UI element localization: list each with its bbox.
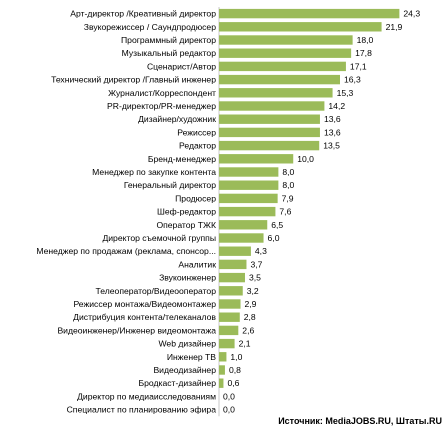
value-label: 21,9: [386, 22, 403, 32]
category-label: Дизайнер/художник: [138, 114, 216, 124]
bar: [219, 259, 247, 270]
category-label: Видеодизайнер: [153, 365, 216, 375]
value-label: 16,3: [344, 75, 361, 85]
bar: [219, 154, 294, 164]
value-label: 8,0: [282, 180, 294, 190]
value-label: 6,0: [268, 233, 280, 243]
category-label: Редактор: [179, 141, 216, 151]
bar: [219, 22, 382, 32]
category-label: Инженер ТВ: [167, 352, 216, 362]
value-label: 8,0: [282, 167, 294, 177]
value-label: 7,6: [279, 207, 291, 217]
bar: [219, 180, 279, 190]
value-labels-group: 24,321,9 18,0 17,8 17,1 16,3 15,3 14,2 13,6 13,6…: [223, 9, 420, 415]
category-label: Шеф-редактор: [157, 207, 216, 217]
bar: [219, 272, 245, 283]
category-label: Оператор ТЖК: [156, 220, 216, 230]
bar: [219, 378, 224, 388]
category-label: Сценарист/Автор: [147, 61, 216, 71]
category-label: Специалист по планированию эфира: [67, 405, 217, 415]
bar: [219, 286, 243, 296]
category-label: Менеджер по продажам (реклама, спонсор..…: [36, 246, 216, 256]
bar: [219, 365, 225, 375]
category-label: Менеджер по закупке контента: [92, 167, 216, 177]
value-label: 15,3: [337, 88, 354, 98]
bar: [219, 299, 241, 309]
bar: [219, 220, 268, 230]
category-label: Видеоинженер/Инженер видеомонтажа: [57, 325, 216, 335]
value-label: 24,3: [403, 9, 420, 19]
value-label: 3,7: [250, 259, 262, 269]
value-label: 14,2: [328, 101, 345, 111]
value-label: 3,5: [249, 273, 261, 283]
bar: [219, 48, 352, 58]
bar: [219, 233, 264, 243]
bar: [219, 35, 353, 45]
bar: [219, 352, 227, 362]
category-label: Программный директор: [121, 35, 216, 45]
bar: [219, 8, 400, 19]
category-label: Режиссер: [177, 127, 216, 137]
value-label: 17,1: [350, 61, 367, 71]
category-label: PR-директор/PR-менеджер: [107, 101, 216, 111]
bar: [219, 114, 320, 124]
category-label: Директор съемочной группы: [102, 233, 216, 243]
category-label: Музыкальный редактор: [122, 48, 217, 58]
bar: [219, 206, 276, 217]
value-label: 4,3: [255, 246, 267, 256]
bar: [219, 312, 240, 322]
value-label: 2,6: [242, 325, 254, 335]
category-label: Технический директор /Главный инженер: [51, 75, 216, 85]
value-label: 2,1: [239, 339, 251, 349]
value-label: 7,9: [282, 193, 294, 203]
value-label: 1,0: [230, 352, 242, 362]
category-label: Директор по медиаисследованиям: [77, 391, 216, 401]
value-label: 18,0: [357, 35, 374, 45]
bar: [219, 167, 279, 177]
value-label: 2,9: [245, 299, 257, 309]
value-label: 6,5: [271, 220, 283, 230]
chart-source: Источник: MediaJOBS.RU, Штаты.RU: [278, 416, 442, 426]
category-label: Бренд-менеджер: [148, 154, 216, 164]
value-label: 13,6: [324, 114, 341, 124]
category-label: Телеоператор/Видеооператор: [95, 286, 216, 296]
category-label: Генеральный директор: [124, 180, 216, 190]
value-label: 17,8: [355, 48, 372, 58]
category-label: Арт-директор /Креативный директор: [70, 9, 216, 19]
category-label: Звукорежиссер / Саундпродюсер: [84, 22, 216, 32]
value-label: 0,8: [229, 365, 241, 375]
bars-group: [219, 8, 400, 388]
bar: [219, 88, 333, 98]
bar: [219, 338, 235, 349]
category-label: Web дизайнер: [158, 339, 216, 349]
bar: [219, 140, 320, 151]
value-label: 0,0: [223, 391, 235, 401]
plot-area: Арт-директор /Креативный директор Звукоре…: [36, 7, 420, 417]
category-label: Бродкаст-дизайнер: [139, 378, 217, 388]
value-label: 13,6: [324, 127, 341, 137]
value-label: 10,0: [297, 154, 314, 164]
category-label: Аналитик: [178, 259, 216, 269]
category-label: Дистрибуция контента/телеканалов: [73, 312, 216, 322]
bar: [219, 246, 251, 256]
bar: [219, 193, 278, 204]
category-label: Режиссер монтажа/Видеомонтажер: [73, 299, 216, 309]
bar: [219, 61, 346, 72]
category-labels-group: Арт-директор /Креативный директор Звукоре…: [36, 9, 216, 415]
category-label: Звукоинженер: [159, 273, 216, 283]
value-label: 0,6: [227, 378, 239, 388]
bar: [219, 127, 320, 138]
value-label: 0,0: [223, 405, 235, 415]
bar: [219, 74, 340, 85]
value-label: 3,2: [247, 286, 259, 296]
bar: [219, 325, 239, 336]
category-label: Журналист/Корреспондент: [108, 88, 216, 98]
bar: [219, 101, 325, 111]
value-label: 13,5: [323, 141, 340, 151]
category-label: Продюсер: [175, 193, 216, 203]
value-label: 2,8: [244, 312, 256, 322]
